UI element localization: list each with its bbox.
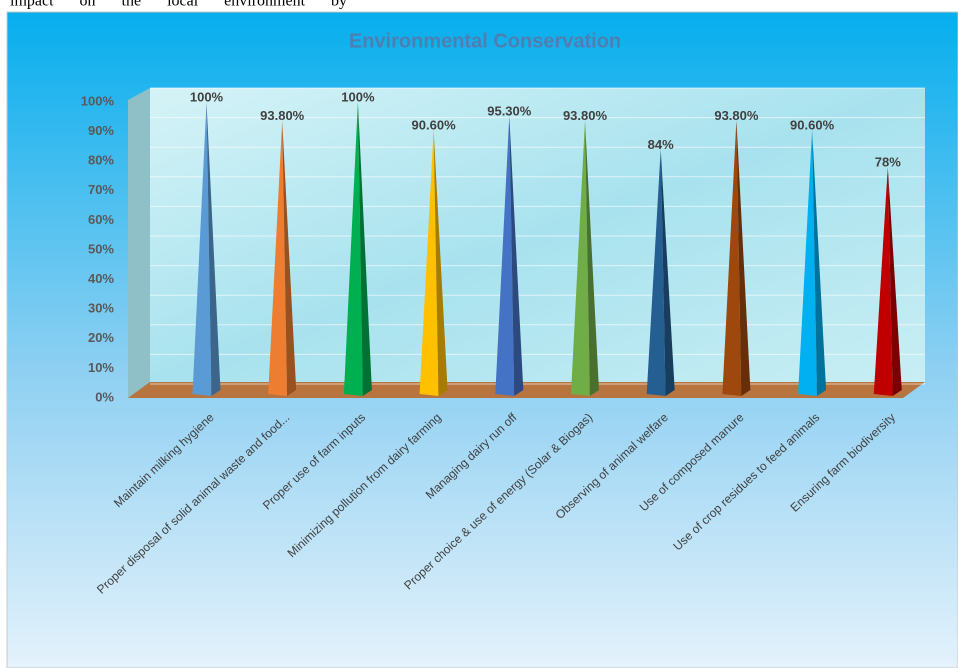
y-tick-label: 60% [88,212,114,227]
bar [268,120,288,397]
bar [343,102,363,396]
bar [495,115,515,397]
y-tick-label: 80% [88,153,114,168]
bar-shade [812,129,827,396]
value-label: 90.60% [412,117,457,132]
bar [419,129,439,396]
y-tick-label: 90% [88,123,114,138]
bar-shade [433,129,448,396]
value-label: 95.30% [487,103,532,118]
value-label: 93.80% [563,108,608,123]
bar [722,120,742,397]
bar-shade [282,120,297,397]
bar-shade [584,120,599,397]
value-label: 90.60% [790,117,835,132]
side-wall [128,88,150,398]
bar-shade [206,102,221,396]
y-tick-label: 30% [88,301,114,316]
bar [646,149,666,396]
y-tick-label: 10% [88,360,114,375]
bar-shade [357,102,372,396]
y-tick-label: 50% [88,241,114,256]
value-label: 78% [875,155,901,170]
bar [873,167,893,396]
value-label: 100% [341,89,375,104]
bar-shade [736,120,751,397]
y-tick-label: 40% [88,271,114,286]
value-label: 84% [648,137,674,152]
bar-shade [887,167,902,396]
bar-shade [660,149,675,396]
context-text: impact on the local environment by [10,0,347,10]
bar-shade [509,115,524,397]
marks [192,102,902,397]
y-tick-label: 100% [81,93,115,108]
chart-title: Environmental Conservation [349,30,621,52]
y-tick-label: 70% [88,182,114,197]
bar [798,129,817,396]
bar [570,120,590,397]
bar [192,102,212,396]
y-tick-label: 20% [88,330,114,345]
y-tick-label: 0% [95,389,114,404]
value-label: 100% [190,89,224,104]
value-label: 93.80% [714,108,759,123]
value-label: 93.80% [260,108,305,123]
